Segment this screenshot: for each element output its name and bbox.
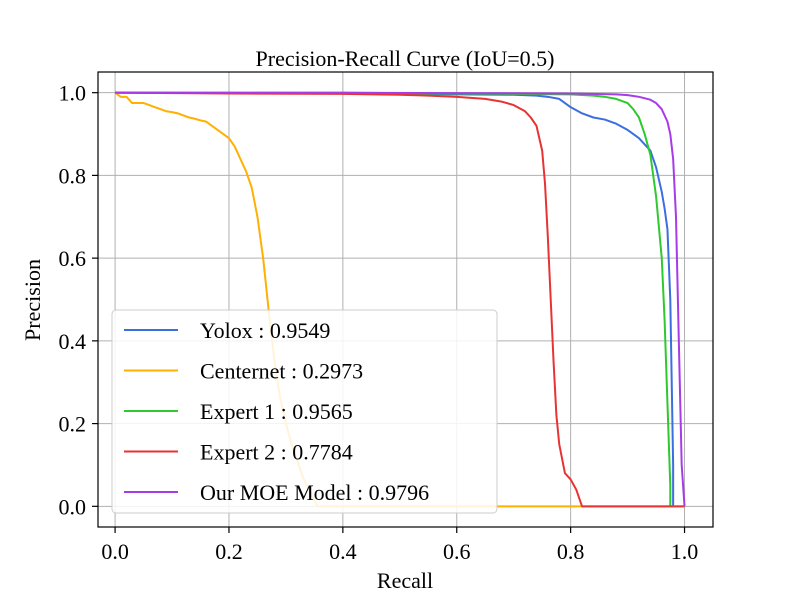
x-tick-label: 0.0 xyxy=(101,539,129,564)
y-tick-label: 0.0 xyxy=(59,494,87,519)
x-tick-label: 0.4 xyxy=(329,539,357,564)
x-tick-label: 1.0 xyxy=(671,539,699,564)
legend-label-4: Expert 2 : 0.7784 xyxy=(200,440,353,465)
legend-label-2: Centernet : 0.2973 xyxy=(200,359,363,384)
plot-frame xyxy=(97,71,714,528)
x-tick-label: 0.8 xyxy=(557,539,585,564)
y-tick-label: 1.0 xyxy=(59,81,87,106)
legend-label-5: Our MOE Model : 0.9796 xyxy=(200,480,429,505)
legend-label-3: Expert 1 : 0.9565 xyxy=(200,399,353,424)
series-line-5 xyxy=(115,91,686,507)
series-line-4 xyxy=(115,91,685,508)
y-tick-label: 0.2 xyxy=(59,412,87,437)
x-axis-ticks: 0.0 0.2 0.4 0.6 0.8 1.0 xyxy=(101,527,698,564)
y-tick-label: 0.6 xyxy=(59,246,87,271)
y-tick-label: 0.8 xyxy=(59,163,87,188)
legend: Yolox : 0.9549 Centernet : 0.2973 Expert 1… xyxy=(111,309,498,514)
y-axis-label: Precision xyxy=(20,259,45,341)
chart-title: Precision-Recall Curve (IoU=0.5) xyxy=(256,46,555,71)
x-axis-label: Recall xyxy=(377,568,433,593)
legend-box xyxy=(111,309,498,514)
y-tick-label: 0.4 xyxy=(59,329,87,354)
x-tick-label: 0.6 xyxy=(443,539,471,564)
y-axis-ticks: 0.0 0.2 0.4 0.6 0.8 1.0 xyxy=(59,81,98,519)
x-tick-label: 0.2 xyxy=(215,539,243,564)
legend-label-1: Yolox : 0.9549 xyxy=(200,318,330,343)
